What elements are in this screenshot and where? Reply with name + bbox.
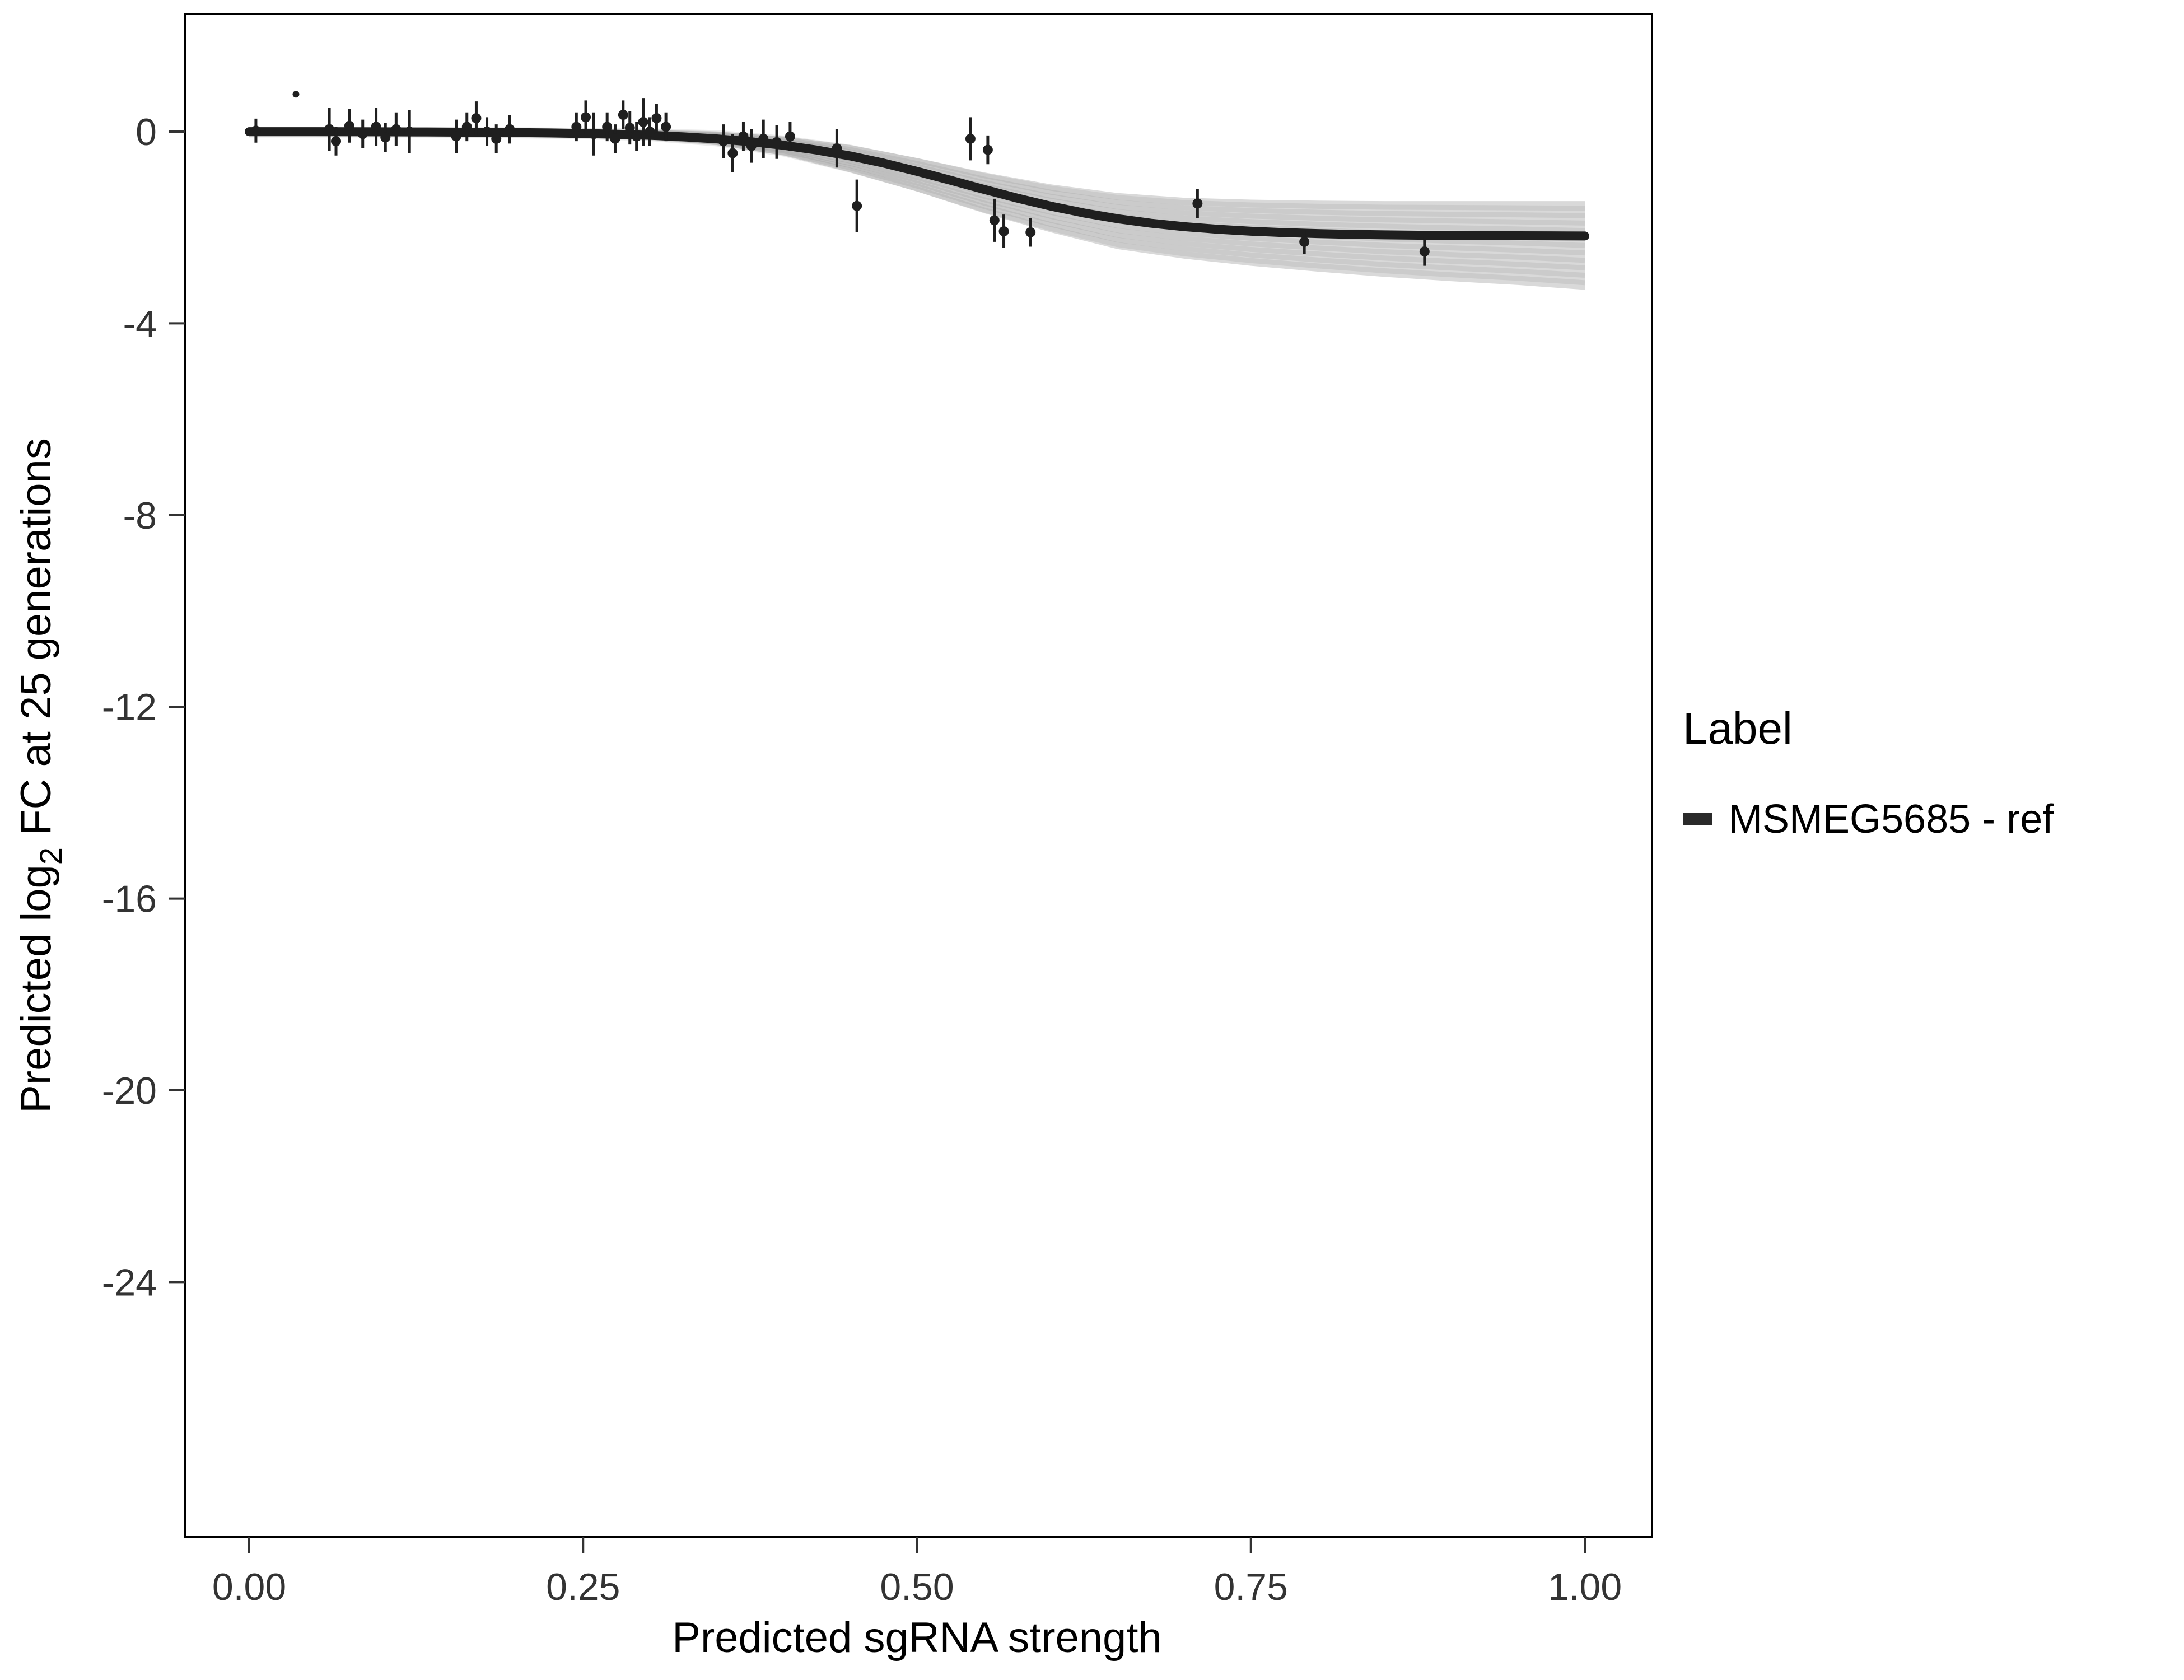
x-tick-label: 0.00 — [212, 1566, 286, 1608]
data-point — [505, 124, 515, 134]
y-tick-label: 0 — [136, 111, 157, 153]
y-tick-label: -16 — [102, 878, 157, 921]
legend-title: Label — [1683, 703, 1793, 753]
y-tick-label: -12 — [102, 686, 157, 729]
data-point — [618, 110, 628, 120]
panel-border — [184, 13, 1653, 1538]
data-point — [631, 131, 642, 142]
data-point — [645, 127, 655, 137]
data-point — [344, 120, 354, 131]
data-point — [746, 141, 757, 151]
x-axis-title: Predicted sgRNA strength — [672, 1614, 1161, 1662]
data-point — [982, 144, 993, 155]
data-point — [491, 133, 502, 144]
x-tick-label: 0.25 — [546, 1566, 620, 1608]
data-point — [602, 122, 613, 132]
data-point — [371, 122, 381, 132]
data-point — [852, 200, 862, 211]
data-point — [471, 113, 482, 124]
fit-curve — [245, 127, 1589, 241]
data-point — [965, 133, 976, 144]
data-point — [651, 113, 662, 124]
data-point — [624, 123, 635, 133]
confidence-ribbon — [249, 129, 1585, 290]
data-point — [989, 215, 1000, 226]
data-point — [661, 122, 671, 132]
legend-key-swatch — [1683, 813, 1712, 825]
data-point — [581, 112, 591, 123]
data-point — [482, 127, 492, 137]
data-point — [391, 124, 402, 134]
data-point — [357, 129, 368, 139]
data-point — [1192, 198, 1203, 209]
data-point — [292, 91, 300, 98]
data-point — [727, 148, 738, 158]
data-point — [998, 226, 1009, 237]
data-point — [1025, 227, 1036, 237]
x-tick-label: 0.75 — [1214, 1566, 1288, 1608]
y-tick-label: -20 — [102, 1070, 157, 1112]
data-point — [331, 136, 342, 147]
x-tick-label: 0.50 — [880, 1566, 954, 1608]
data-point — [324, 124, 335, 134]
data-point — [610, 133, 620, 144]
data-point — [250, 125, 261, 136]
data-point — [589, 129, 599, 139]
x-tick-label: 1.00 — [1548, 1566, 1622, 1608]
data-point — [785, 131, 795, 142]
data-point — [404, 127, 415, 137]
data-point — [638, 116, 648, 127]
data-point — [1299, 236, 1310, 247]
y-tick-label: -4 — [123, 302, 157, 345]
y-tick-label: -24 — [102, 1261, 157, 1304]
legend: Label MSMEG5685 - ref — [1683, 703, 2054, 842]
data-point — [772, 137, 782, 147]
legend-item-label: MSMEG5685 - ref — [1729, 797, 2054, 842]
data-point — [832, 143, 842, 153]
data-point — [461, 122, 472, 132]
data-point — [571, 122, 582, 132]
data-point — [451, 131, 461, 142]
y-tick-label: -8 — [123, 494, 157, 537]
y-axis-title: Predicted log2 FC at 25 generations — [12, 438, 68, 1113]
data-point — [758, 133, 769, 144]
data-point — [1419, 246, 1430, 256]
data-point — [738, 131, 749, 142]
legend-item: MSMEG5685 - ref — [1683, 796, 2054, 842]
data-point — [380, 132, 391, 143]
data-point — [718, 136, 729, 147]
